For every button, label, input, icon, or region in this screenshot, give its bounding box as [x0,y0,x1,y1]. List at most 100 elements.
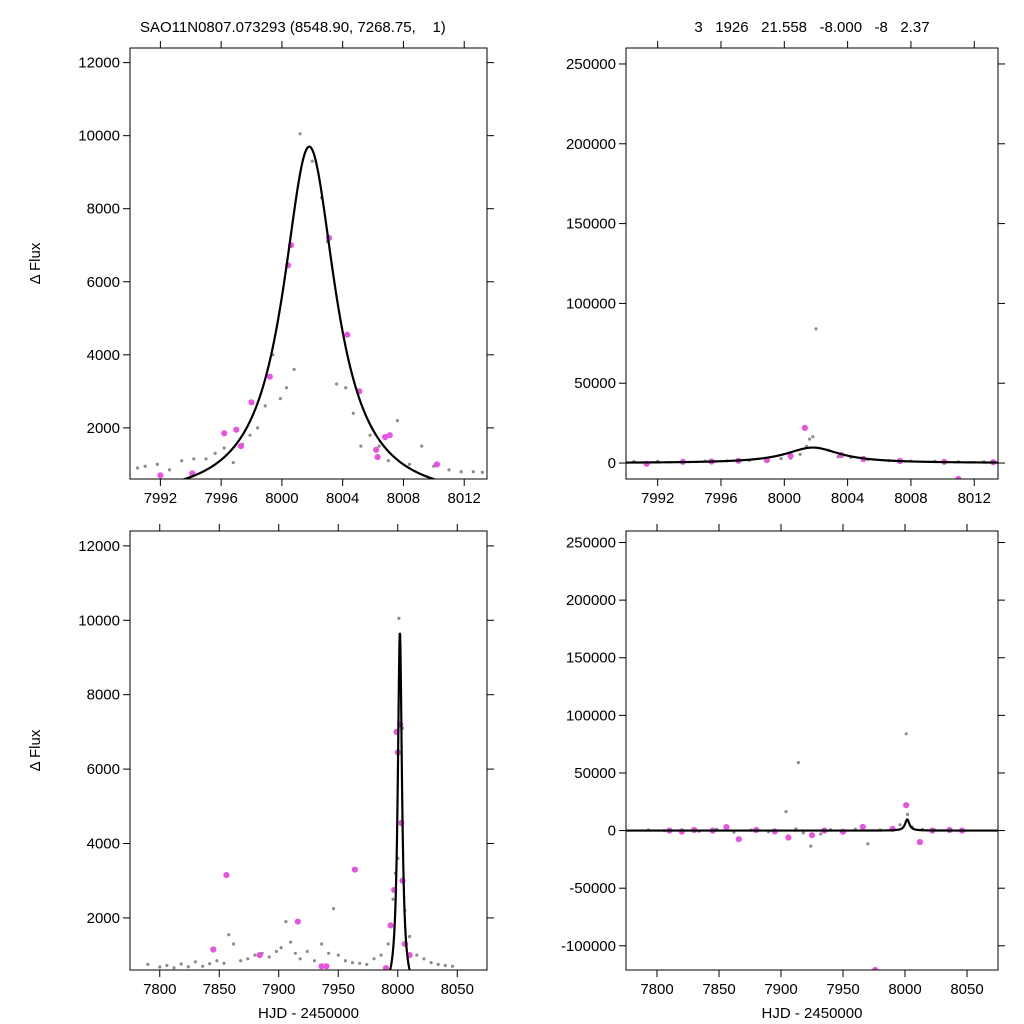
plot-frame [625,47,999,480]
data-point-grey [429,961,433,965]
data-point-grey [480,470,484,474]
data-point-grey [379,953,383,957]
model-curve [626,446,998,464]
y-tick-label: 10000 [78,612,120,629]
data-point-pink [859,823,866,831]
x-tick-label: 8004 [831,490,864,507]
data-point-grey [213,451,217,455]
data-point-grey [450,964,455,968]
data-point-grey [344,386,348,390]
x-tick-label: 8008 [894,490,927,507]
data-point-pink [382,965,389,970]
y-tick-label: 50000 [574,765,616,782]
y-tick-label: 12000 [78,538,120,555]
data-point-grey [267,955,271,959]
y-tick-label: 8000 [87,201,120,218]
data-point-grey [293,951,297,955]
data-point-grey [158,965,162,969]
data-point-grey [798,452,802,456]
x-tick-label: 7900 [262,981,295,998]
data-point-pink [735,836,742,843]
plot-frame [129,47,488,480]
data-point-grey [407,462,412,466]
data-point-grey [386,459,390,463]
model-curve [181,145,438,479]
data-point-grey [801,831,805,835]
data-points [146,616,455,970]
y-tick-label: -100000 [561,938,616,955]
data-point-grey [305,949,309,954]
y-tick-label: 8000 [87,687,120,704]
data-point-grey [343,959,347,963]
data-point-grey [310,159,314,163]
x-axis-label: HJD - 2450000 [762,1005,863,1022]
data-point-grey [215,959,219,963]
x-tick-label: 8012 [448,490,481,507]
model-curve [389,632,411,970]
x-tick-label: 7996 [204,490,237,507]
data-point-grey [253,953,257,957]
y-tick-label: 12000 [78,55,120,72]
header-right: 3 1926 21.558 -8.000 -8 2.37 [694,19,929,36]
data-point-grey [246,957,250,961]
y-tick-label: 100000 [566,707,616,724]
data-point-grey [231,942,236,946]
data-point-grey [263,404,267,408]
data-point-grey [391,897,395,901]
data-point-grey [811,435,815,439]
data-point-pink [210,946,217,953]
panel-top-left: 2000 4000 6000 8000 10000 12000 7992 7996 8000 80… [27,41,494,507]
data-point-grey [284,386,289,390]
data-point-grey [779,457,783,461]
header-left: SAO11N0807.073293 (8548.90, 7268.75, 1) [140,19,446,36]
x-tick-label: 8000 [768,490,801,507]
y-tick-label: 2000 [87,910,120,927]
data-point-grey [819,832,823,836]
data-point-pink [221,430,228,437]
data-point-grey [331,907,336,911]
data-point-grey [350,961,355,965]
x-axis-label: HJD - 2450000 [258,1005,359,1022]
x-tick-label: 7992 [144,490,177,507]
y-axis-label: Δ Flux [27,242,44,284]
y-tick-label: 6000 [87,274,120,291]
data-point-grey [278,397,282,401]
data-point-pink [344,331,351,338]
data-point-grey [146,962,150,967]
x-tick-label: 7992 [641,490,674,507]
data-point-pink [374,454,381,461]
data-point-pink [256,952,263,959]
data-point-grey [327,951,331,955]
data-point-pink [872,966,879,970]
data-point-grey [208,962,212,966]
data-point-grey [201,964,205,968]
data-point-pink [785,834,792,841]
data-point-grey [898,823,902,827]
data-point-grey [186,965,190,969]
data-point-grey [471,470,475,474]
data-point-grey [222,961,226,965]
data-point-grey [395,419,399,423]
data-point-grey [905,812,910,817]
data-point-grey [436,962,440,967]
data-point-pink [266,373,273,380]
panel-bottom-right: -100000 -50000 0 50000 100000 150000 200000 250… [561,524,1005,1022]
x-tick-label: 8004 [326,490,359,507]
data-point-grey [172,966,176,970]
data-point-grey [415,953,419,957]
data-point-grey [143,464,147,468]
data-point-grey [808,437,812,441]
y-tick-label: 100000 [566,295,616,312]
data-point-pink [433,461,440,468]
data-point-pink [248,399,255,406]
data-point-pink [323,963,330,970]
x-tick-label: 7800 [640,981,673,998]
data-point-grey [222,446,226,450]
data-point-grey [443,963,447,968]
data-point-pink [351,866,358,873]
data-point-pink [233,426,240,433]
x-tick-label: 7850 [203,981,236,998]
y-axis-label: Δ Flux [27,729,44,771]
data-point-grey [420,444,424,448]
data-point-grey [408,934,412,939]
